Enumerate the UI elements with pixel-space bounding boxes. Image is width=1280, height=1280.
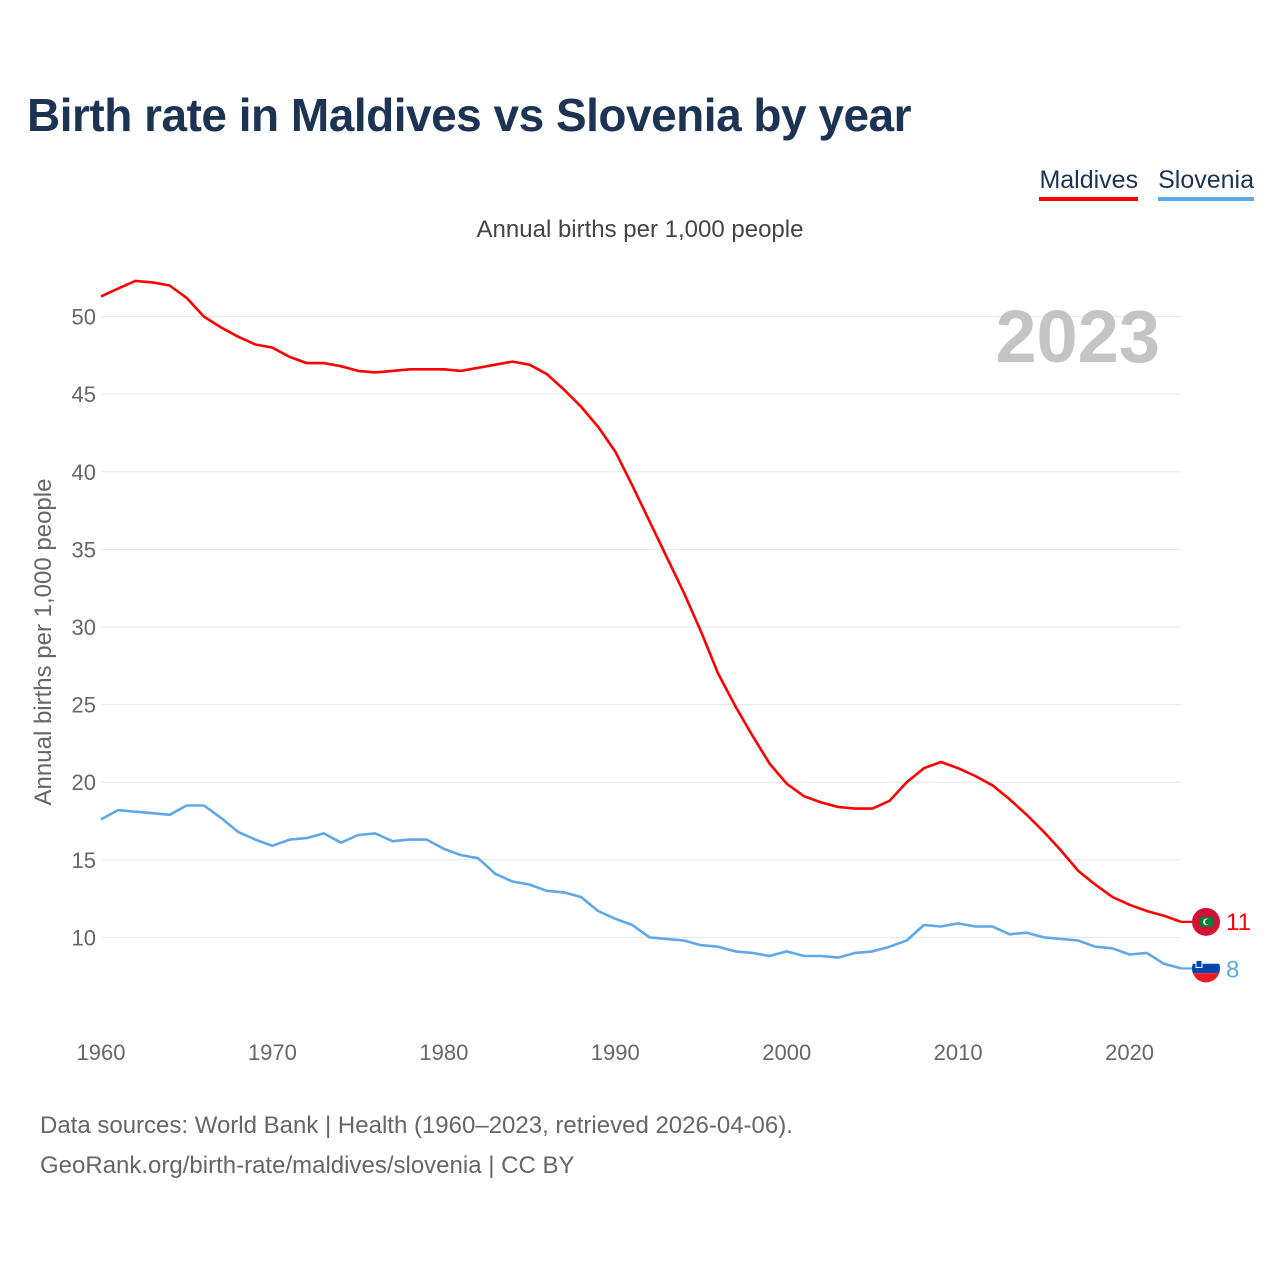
x-tick-label: 1980	[419, 1040, 468, 1065]
slovenia-flag-icon	[1192, 954, 1220, 983]
y-tick-label: 40	[72, 460, 96, 485]
y-tick-label: 15	[72, 848, 96, 873]
y-tick-label: 50	[72, 305, 96, 330]
x-tick-label: 2020	[1105, 1040, 1154, 1065]
y-tick-label: 30	[72, 615, 96, 640]
x-tick-label: 1990	[591, 1040, 640, 1065]
legend-item-slovenia[interactable]: Slovenia	[1158, 166, 1254, 201]
y-tick-label: 20	[72, 770, 96, 795]
y-tick-label: 10	[72, 925, 96, 950]
x-tick-label: 2010	[934, 1040, 983, 1065]
slovenia-flag-band	[1192, 954, 1220, 964]
series-line-maldives	[100, 279, 1182, 924]
x-tick-label: 1960	[77, 1040, 126, 1065]
maldives-flag-crescent-cut	[1205, 919, 1211, 925]
x-tick-label: 2000	[762, 1040, 811, 1065]
series-line-slovenia	[100, 804, 1182, 970]
y-tick-label: 35	[72, 537, 96, 562]
y-tick-label: 45	[72, 382, 96, 407]
y-axis-label: Annual births per 1,000 people	[30, 479, 57, 806]
y-tick-label: 25	[72, 693, 96, 718]
legend-item-maldives[interactable]: Maldives	[1039, 166, 1139, 201]
source-url: GeoRank.org/birth-rate/maldives/slovenia…	[40, 1152, 575, 1179]
end-label-maldives: 11	[1226, 909, 1251, 936]
x-tick-label: 1970	[248, 1040, 297, 1065]
slovenia-flag-band	[1192, 973, 1220, 983]
footer: Data sources: World Bank | Health (1960–…	[40, 1106, 793, 1186]
chart-subtitle: Annual births per 1,000 people	[476, 216, 804, 243]
legend: Maldives Slovenia	[1039, 166, 1254, 201]
data-source-note: Data sources: World Bank | Health (1960–…	[40, 1112, 793, 1139]
slovenia-flag-band	[1192, 963, 1220, 974]
chart-title: Birth rate in Maldives vs Slovenia by ye…	[27, 89, 912, 141]
year-watermark: 2023	[995, 295, 1160, 378]
end-label-slovenia: 8	[1226, 956, 1239, 983]
line-chart: 10 15 20 25 30 35 40 45 50 1960 1970 1980 1990 2000 20…	[30, 279, 1251, 1065]
slovenia-flag-crest	[1195, 959, 1203, 968]
